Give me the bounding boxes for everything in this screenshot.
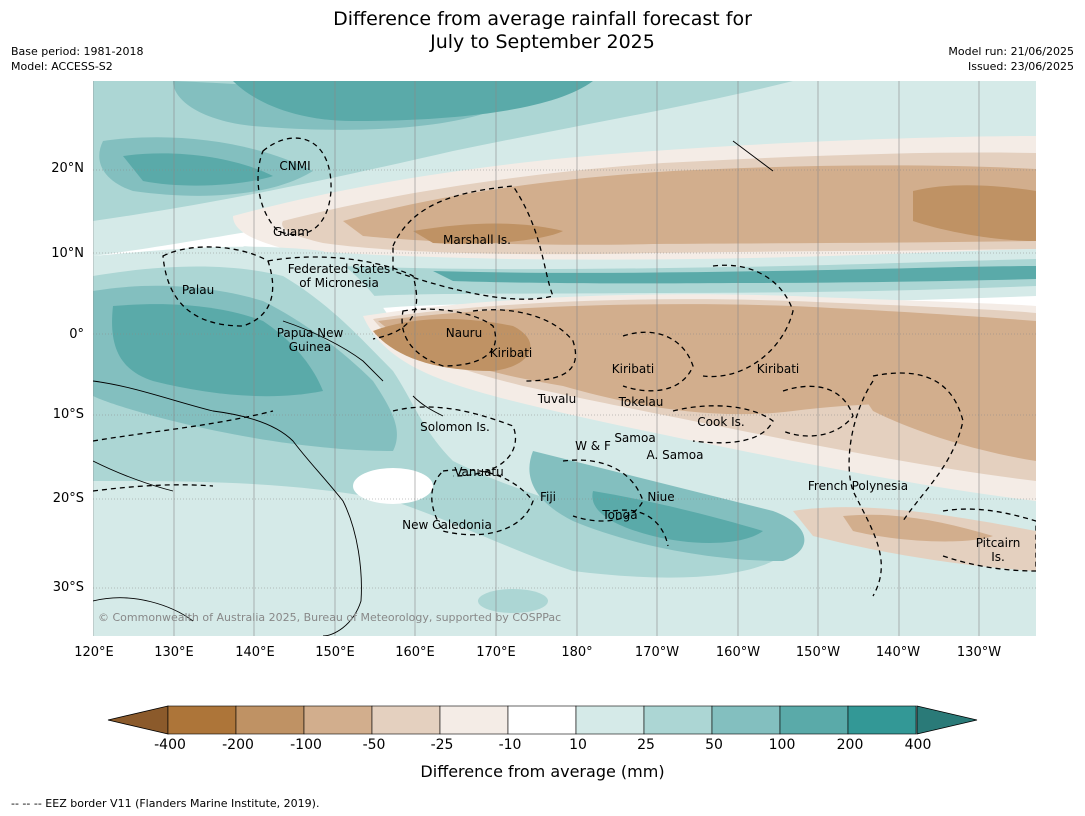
colorbar-tick: 400 <box>904 737 932 753</box>
label-fiji: Fiji <box>540 490 556 504</box>
label-nauru: Nauru <box>446 326 482 340</box>
coastlines <box>93 140 774 636</box>
colorbar-cell <box>235 705 305 735</box>
lat-label-30s: 30°S <box>52 580 84 595</box>
eez-borders <box>93 137 1036 597</box>
lon-label-170e: 170°E <box>476 645 516 660</box>
lat-label-20n: 20°N <box>51 161 84 176</box>
colorbar-tick: -400 <box>154 737 186 753</box>
colorbar-cells <box>167 705 917 735</box>
model-name: Model: ACCESS-S2 <box>11 60 113 73</box>
lon-label-120e: 120°E <box>74 645 114 660</box>
issued-date: Issued: 23/06/2025 <box>967 60 1074 73</box>
colorbar-cell <box>371 705 441 735</box>
colorbar-cell <box>847 705 917 735</box>
copyright-notice: © Commonwealth of Australia 2025, Bureau… <box>98 611 561 624</box>
label-kiribati-central: Kiribati <box>612 362 654 376</box>
label-kiribati-west: Kiribati <box>490 346 532 360</box>
label-pitcairn-line2: Is. <box>991 550 1005 564</box>
colorbar-tick: -200 <box>222 737 254 753</box>
lon-label-140w: 140°W <box>875 645 921 660</box>
label-fsm-line2: of Micronesia <box>299 276 379 290</box>
label-vanuatu: Vanuatu <box>454 465 504 479</box>
label-guam: Guam <box>273 225 309 239</box>
colorbar-tick: -50 <box>362 737 386 753</box>
colorbar-tick: 100 <box>768 737 796 753</box>
colorbar-tick: 10 <box>569 737 587 753</box>
label-niue: Niue <box>647 490 674 504</box>
colorbar-cell <box>575 705 645 735</box>
meta-right: Model run: 21/06/2025 Issued: 23/06/2025 <box>948 44 1074 74</box>
label-palau: Palau <box>182 283 214 297</box>
colorbar-tick: 200 <box>836 737 864 753</box>
label-new-caledonia: New Caledonia <box>402 518 492 532</box>
label-american-samoa: A. Samoa <box>647 448 704 462</box>
label-marshall-is: Marshall Is. <box>443 233 511 247</box>
region-labels: CNMI Guam Marshall Is. Federated States … <box>182 159 1020 564</box>
lat-label-20s: 20°S <box>52 491 84 506</box>
colorbar-tick: -100 <box>290 737 322 753</box>
lon-label-180: 180° <box>561 645 593 660</box>
colorbar-tick: 50 <box>705 737 723 753</box>
model-run: Model run: 21/06/2025 <box>948 45 1074 58</box>
lon-label-150w: 150°W <box>795 645 841 660</box>
label-samoa: Samoa <box>614 431 655 445</box>
rainfall-shading <box>93 81 1036 636</box>
colorbar-cell <box>167 705 237 735</box>
colorbar-cell <box>779 705 849 735</box>
label-tuvalu: Tuvalu <box>537 392 577 406</box>
label-solomon-is: Solomon Is. <box>420 420 490 434</box>
title-line-1: Difference from average rainfall forecas… <box>333 8 752 30</box>
colorbar-under-arrow <box>107 705 169 735</box>
colorbar-tick: 25 <box>637 737 655 753</box>
colorbar-cell <box>507 705 577 735</box>
meta-left: Base period: 1981-2018 Model: ACCESS-S2 <box>11 44 143 74</box>
colorbar-over-arrow <box>916 705 978 735</box>
lat-label-0: 0° <box>69 327 84 342</box>
rainfall-map: CNMI Guam Marshall Is. Federated States … <box>93 81 1036 636</box>
lon-label-150e: 150°E <box>315 645 355 660</box>
colorbar-cell <box>439 705 509 735</box>
map-title: Difference from average rainfall forecas… <box>0 8 1085 54</box>
base-period: Base period: 1981-2018 <box>11 45 144 58</box>
label-cook-is: Cook Is. <box>697 415 744 429</box>
lon-label-160w: 160°W <box>715 645 761 660</box>
lon-label-130e: 130°E <box>154 645 194 660</box>
label-tonga: Tonga <box>601 508 637 522</box>
label-png-line2: Guinea <box>289 340 332 354</box>
label-pitcairn-line1: Pitcairn <box>976 536 1021 550</box>
label-png-line1: Papua New <box>277 326 344 340</box>
eez-footnote: -- -- -- EEZ border V11 (Flanders Marine… <box>11 797 320 810</box>
label-kiribati-east: Kiribati <box>757 362 799 376</box>
colorbar-tick: -25 <box>430 737 454 753</box>
colorbar-cell <box>303 705 373 735</box>
lon-label-140e: 140°E <box>235 645 275 660</box>
label-wallis-futuna: W & F <box>575 439 611 453</box>
colorbar-cell <box>643 705 713 735</box>
colorbar-label: Difference from average (mm) <box>420 762 665 781</box>
graticule <box>93 81 1036 636</box>
lat-label-10n: 10°N <box>51 246 84 261</box>
lon-label-160e: 160°E <box>395 645 435 660</box>
lat-label-10s: 10°S <box>52 407 84 422</box>
label-tokelau: Tokelau <box>618 395 664 409</box>
label-cnmi: CNMI <box>279 159 310 173</box>
lon-label-170w: 170°W <box>634 645 680 660</box>
label-fsm-line1: Federated States <box>288 262 390 276</box>
colorbar-tick: -10 <box>498 737 522 753</box>
colorbar <box>107 705 978 735</box>
title-line-2: July to September 2025 <box>430 31 655 53</box>
label-french-polynesia: French Polynesia <box>808 479 908 493</box>
colorbar-cell <box>711 705 781 735</box>
lon-label-130w: 130°W <box>956 645 1002 660</box>
